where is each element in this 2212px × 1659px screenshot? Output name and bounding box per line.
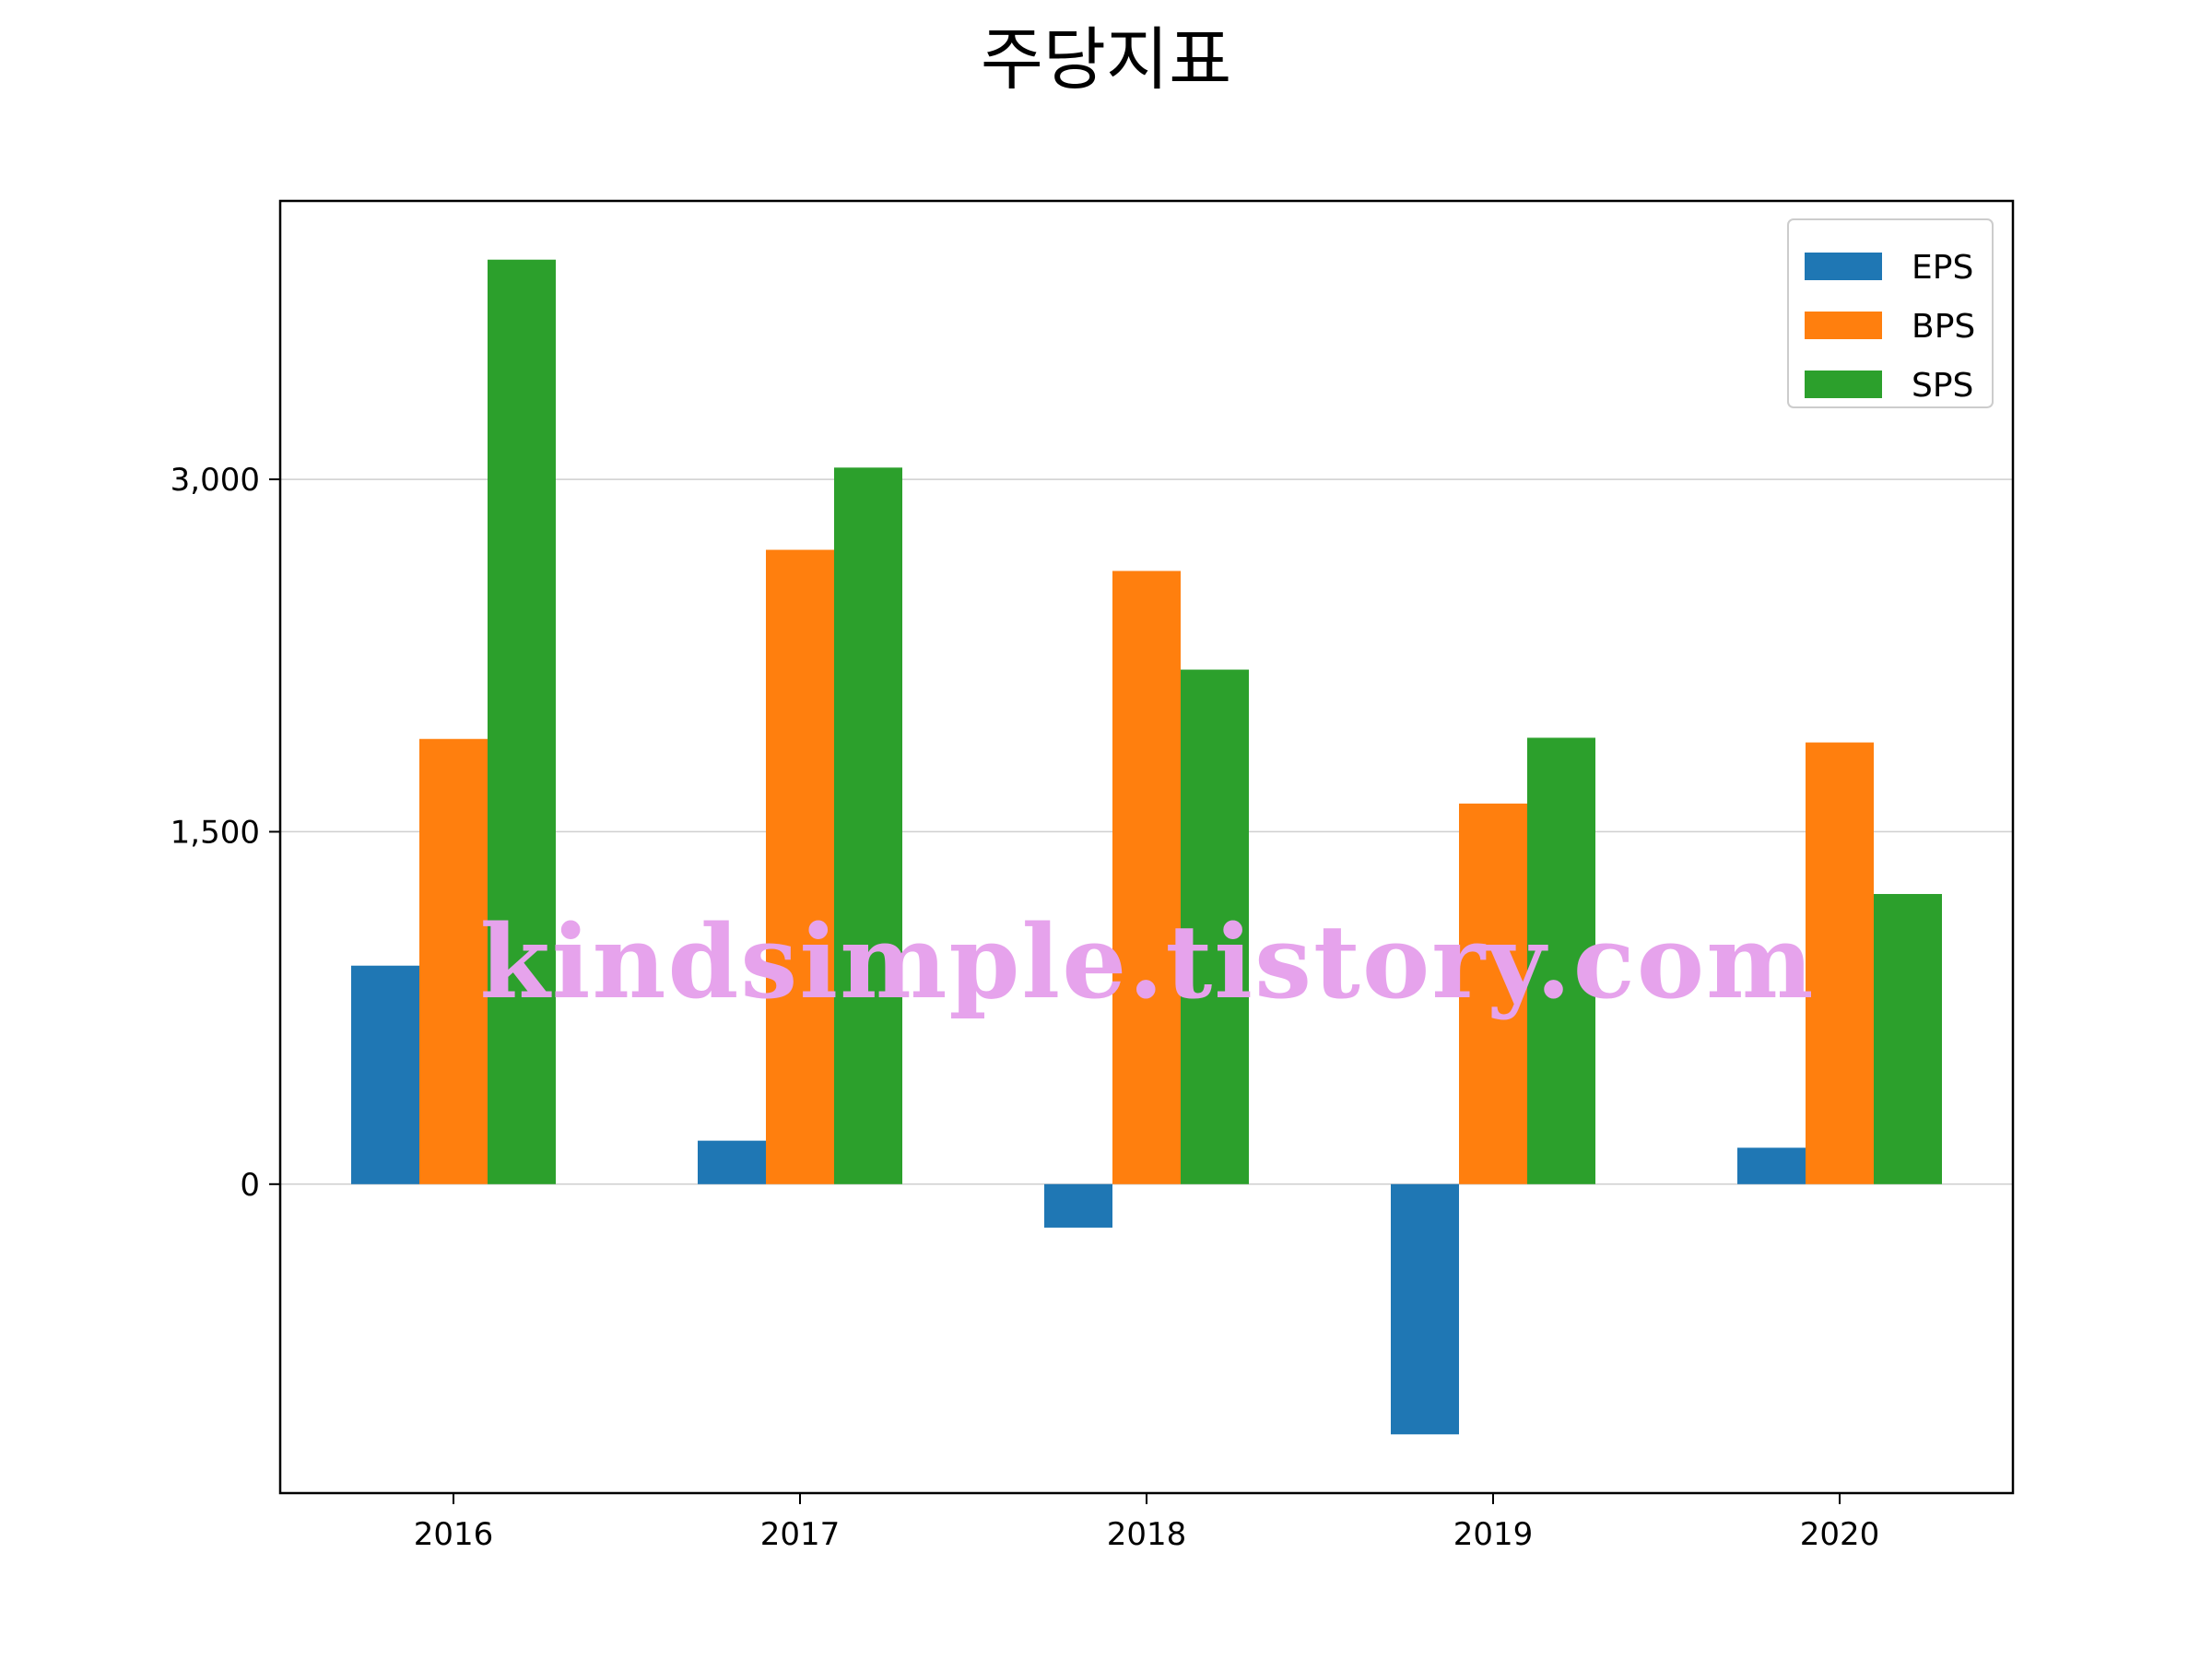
legend-swatch-bps: [1805, 312, 1882, 339]
x-axis: 2016 2017 2018 2019 2020: [414, 1493, 1880, 1553]
y-tick-label: 0: [240, 1167, 260, 1204]
bar-eps-2017: [698, 1140, 766, 1184]
chart-title: 주당지표: [981, 20, 1231, 100]
bar-bps-2016: [419, 738, 488, 1184]
legend-label-sps: SPS: [1912, 367, 1973, 405]
x-tick-label: 2017: [760, 1516, 841, 1553]
bars: [351, 259, 1942, 1435]
bar-sps-2020: [1874, 893, 1942, 1184]
x-tick-label: 2018: [1107, 1516, 1187, 1553]
bar-bps-2019: [1459, 803, 1527, 1184]
y-tick-label: 3,000: [171, 462, 260, 499]
bar-sps-2019: [1527, 737, 1595, 1184]
watermark: kindsimple.tistory.com: [480, 902, 1816, 1021]
bar-bps-2020: [1806, 742, 1874, 1184]
legend-label-bps: BPS: [1912, 308, 1975, 346]
bar-bps-2017: [766, 549, 834, 1184]
bar-eps-2019: [1391, 1183, 1459, 1435]
legend-swatch-sps: [1805, 371, 1882, 398]
x-tick-label: 2016: [414, 1516, 494, 1553]
y-tick-label: 1,500: [171, 814, 260, 851]
bar-sps-2017: [834, 467, 902, 1184]
x-tick-label: 2019: [1453, 1516, 1534, 1553]
bar-eps-2020: [1737, 1147, 1806, 1184]
bar-eps-2018: [1044, 1183, 1112, 1228]
x-tick-label: 2020: [1800, 1516, 1880, 1553]
bar-sps-2018: [1181, 669, 1249, 1184]
bar-eps-2016: [351, 965, 419, 1184]
y-axis: 0 1,500 3,000: [171, 462, 280, 1204]
legend-swatch-eps: [1805, 253, 1882, 280]
legend-label-eps: EPS: [1912, 249, 1973, 287]
legend: EPS BPS SPS: [1787, 218, 1994, 408]
bar-sps-2016: [488, 259, 556, 1184]
bar-bps-2018: [1112, 571, 1181, 1184]
